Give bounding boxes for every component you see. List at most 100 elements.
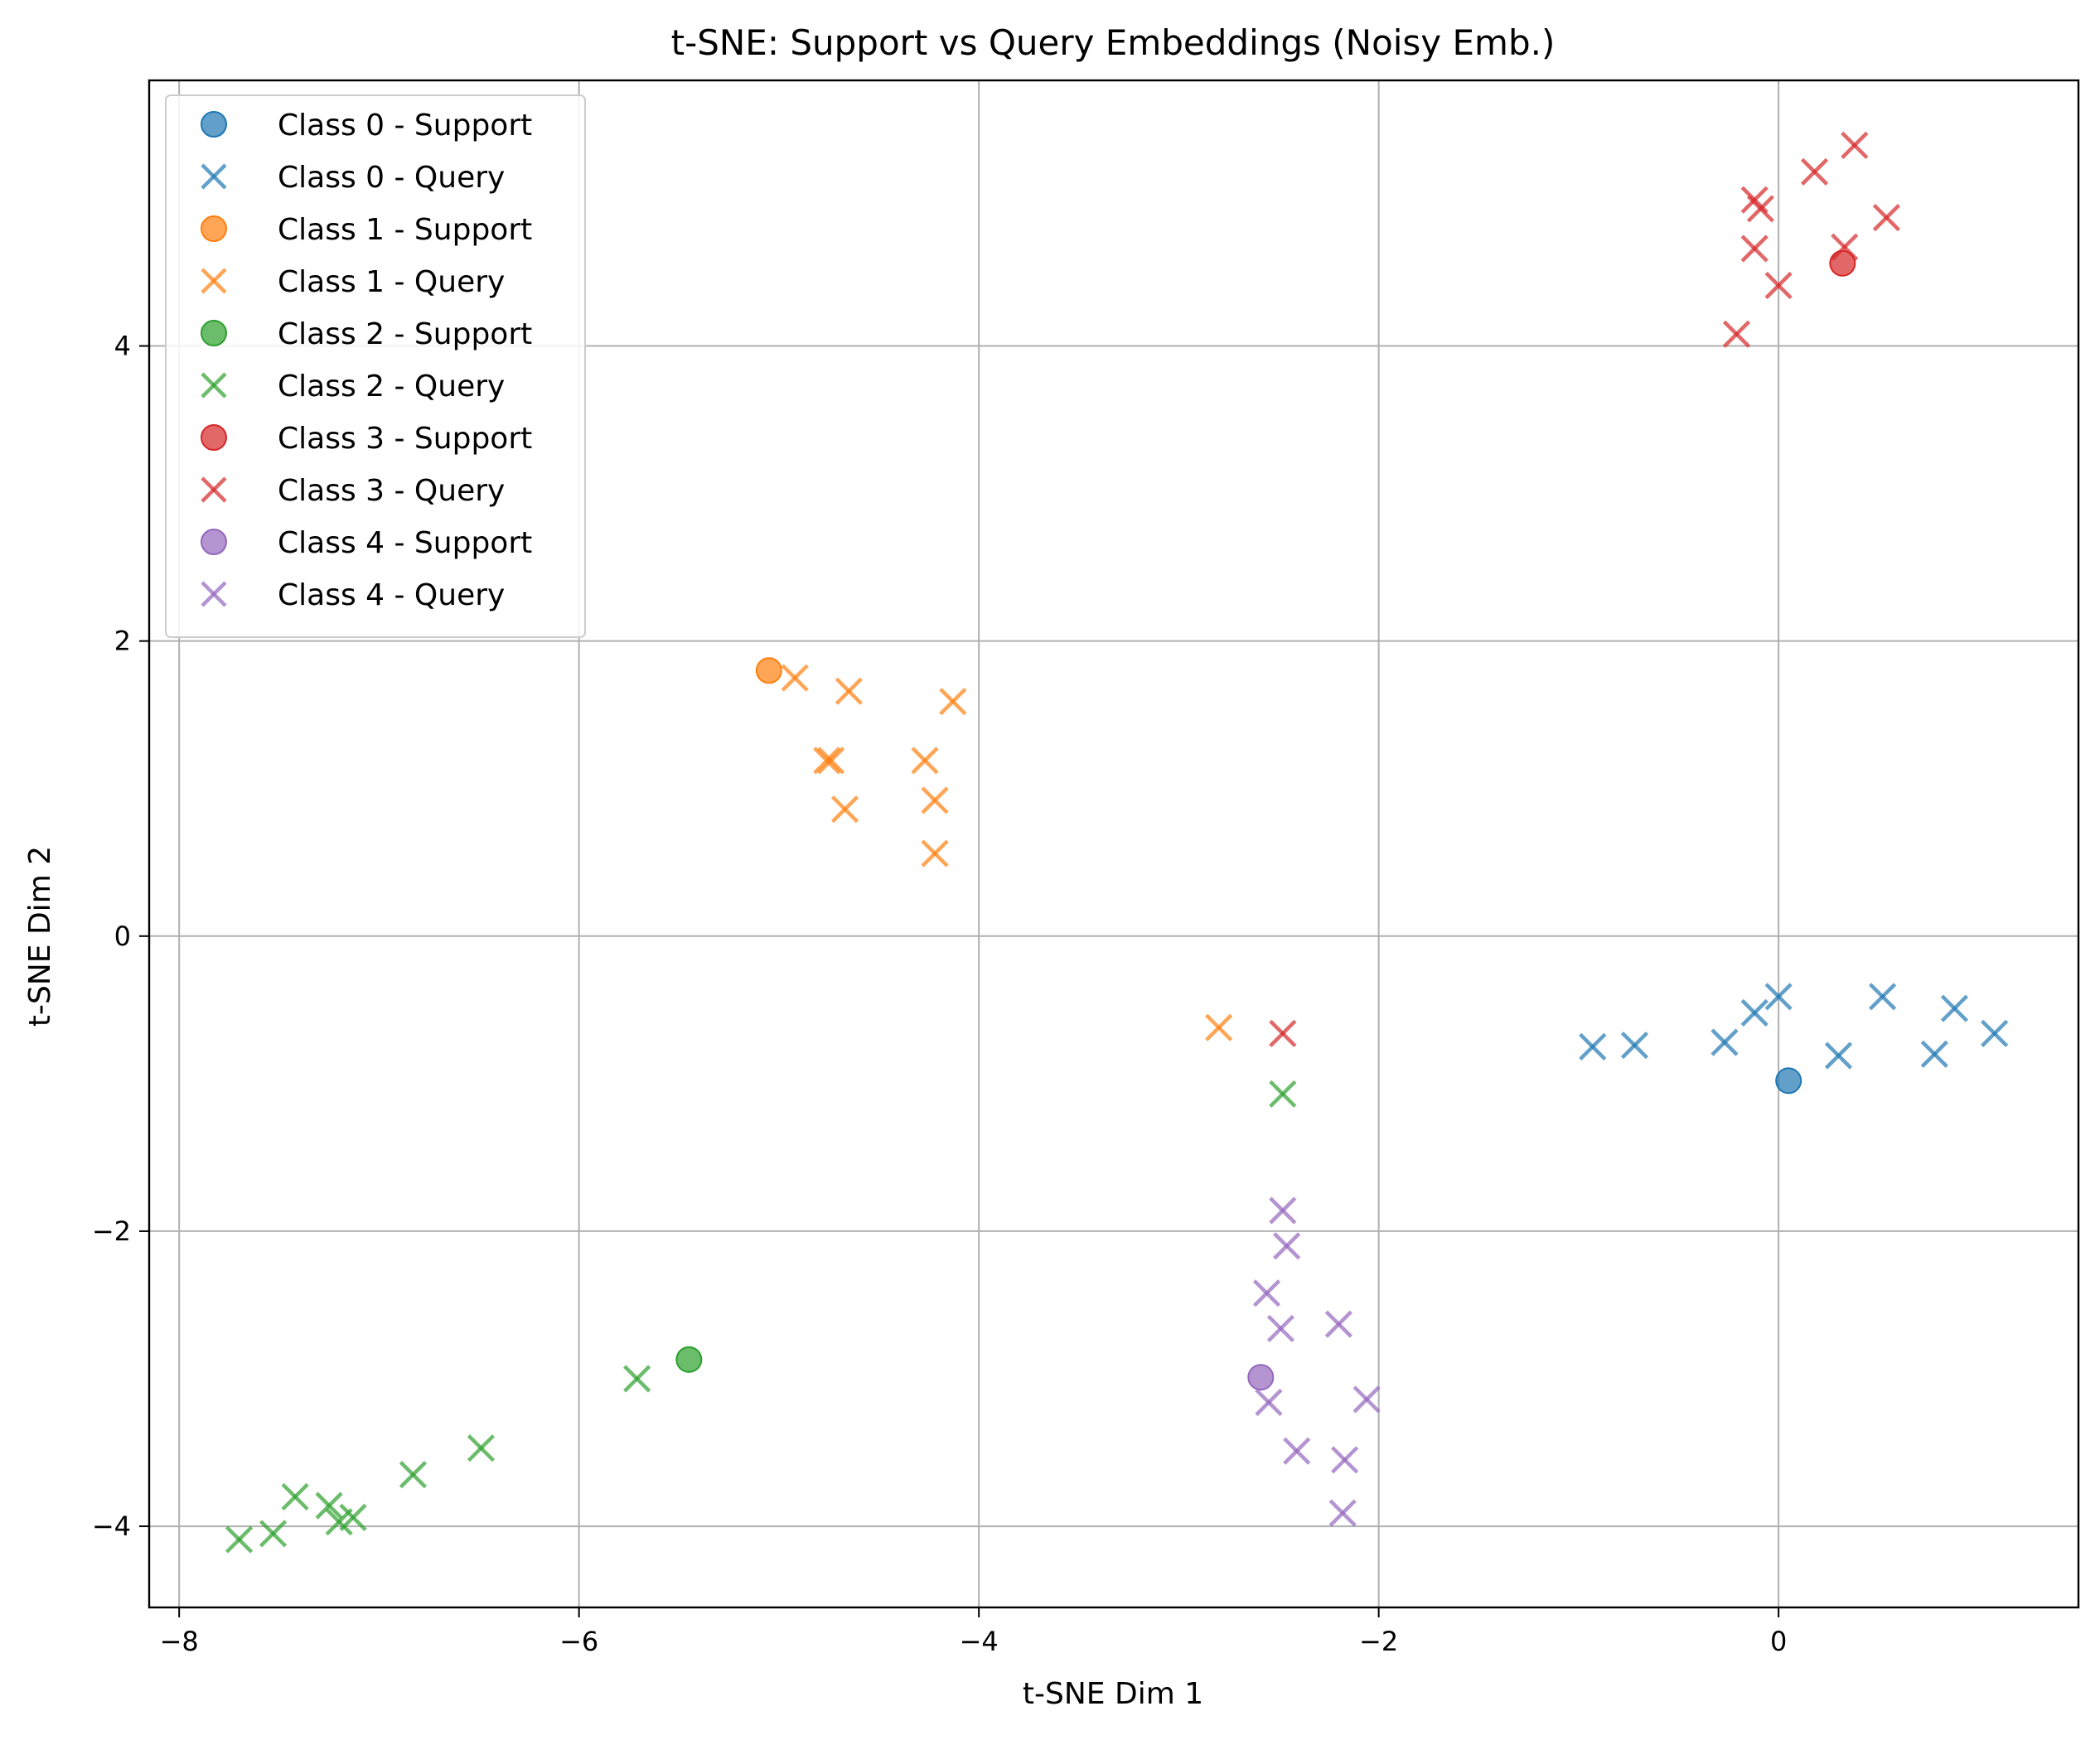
legend-marker [201, 529, 227, 555]
legend-label: Class 3 - Support [278, 422, 532, 456]
legend-marker [201, 372, 227, 399]
query-point [939, 688, 967, 716]
query-point [1746, 195, 1775, 223]
query-point [830, 795, 859, 824]
query-point [1266, 1314, 1295, 1343]
query-point [315, 1491, 343, 1520]
legend-box [165, 94, 586, 638]
legend-item: Class 0 - Support [201, 109, 532, 143]
series-7 [1269, 131, 1900, 1047]
query-point [325, 1508, 353, 1536]
legend-marker [201, 215, 227, 242]
axis-ticks: −8 −6 −4 −2 0 −4 −2 0 2 4 [92, 331, 1787, 1657]
x-tick-label: −2 [1359, 1626, 1398, 1657]
query-point [1841, 131, 1869, 159]
y-tick-label: −2 [92, 1216, 131, 1247]
query-point [1824, 1042, 1853, 1070]
legend-label: Class 2 - Query [278, 370, 505, 404]
y-tick-label: −4 [92, 1510, 131, 1542]
support-point [1247, 1364, 1275, 1391]
legend-label: Class 3 - Query [278, 474, 505, 508]
query-point [1283, 1437, 1311, 1465]
legend-label: Class 1 - Support [278, 213, 532, 247]
series-2 [755, 657, 782, 684]
query-point [1269, 1196, 1297, 1225]
query-point [1872, 204, 1900, 232]
legend-item: Class 2 - Support [201, 317, 532, 351]
legend-marker [201, 268, 227, 294]
legend: Class 0 - Support Class 0 - Query Class 1 … [165, 94, 586, 638]
grid-lines [149, 80, 2078, 1607]
query-point [1579, 1032, 1607, 1061]
query-point [1920, 1040, 1948, 1068]
x-tick-label: −4 [960, 1626, 999, 1657]
support-point [1775, 1067, 1802, 1095]
legend-label: Class 0 - Query [278, 161, 505, 195]
query-point [1352, 1385, 1381, 1414]
legend-marker [201, 320, 227, 346]
y-axis-label: t-SNE Dim 2 [23, 846, 57, 1027]
legend-marker [201, 476, 227, 503]
query-point [467, 1434, 496, 1462]
plot-frame [148, 79, 2080, 1609]
query-point [1800, 157, 1829, 186]
x-axis-label: t-SNE Dim 1 [1023, 1677, 1203, 1711]
query-point [1273, 1232, 1301, 1260]
legend-marker [201, 581, 227, 607]
query-point [1764, 983, 1793, 1011]
query-point [817, 747, 845, 775]
series-0 [1775, 1067, 1802, 1095]
series-1 [1579, 983, 2009, 1070]
legend-item: Class 3 - Query [201, 474, 505, 508]
legend-item: Class 1 - Support [201, 213, 532, 247]
legend-label: Class 4 - Support [278, 526, 532, 560]
query-point [259, 1520, 288, 1548]
series-3 [781, 664, 1233, 1042]
data-points [225, 131, 2009, 1554]
query-point [921, 786, 949, 814]
query-point [1740, 234, 1769, 263]
y-tick-label: 4 [114, 331, 131, 362]
legend-item: Class 1 - Query [201, 265, 505, 299]
legend-item: Class 3 - Support [201, 422, 532, 456]
query-point [623, 1365, 651, 1393]
legend-label: Class 1 - Query [278, 265, 505, 299]
query-point [1324, 1310, 1352, 1338]
legend-marker [201, 163, 227, 190]
query-point [1981, 1019, 2009, 1047]
x-tick-label: −6 [559, 1626, 598, 1657]
query-point [1328, 1499, 1357, 1527]
query-point [399, 1461, 428, 1489]
series-8 [1247, 1364, 1275, 1391]
y-tick-label: 0 [114, 921, 131, 952]
query-point [1620, 1031, 1649, 1060]
legend-item: Class 0 - Query [201, 161, 505, 195]
legend-item: Class 4 - Support [201, 526, 532, 560]
x-tick-label: −8 [160, 1626, 199, 1657]
query-point [281, 1482, 309, 1511]
series-9 [1252, 1196, 1381, 1527]
legend-label: Class 2 - Support [278, 317, 532, 351]
query-point [1269, 1080, 1297, 1108]
query-point [1722, 320, 1751, 348]
query-point [1940, 994, 1969, 1022]
query-point [1269, 1019, 1297, 1047]
query-point [225, 1525, 254, 1554]
series-5 [225, 1080, 1297, 1554]
legend-marker [201, 111, 227, 138]
legend-label: Class 4 - Query [278, 578, 505, 612]
query-point [1868, 983, 1897, 1011]
query-point [1331, 1446, 1359, 1474]
query-point [1710, 1028, 1739, 1056]
query-point [1764, 271, 1793, 300]
query-point [921, 839, 949, 868]
x-tick-label: 0 [1770, 1626, 1787, 1657]
query-point [1831, 233, 1859, 261]
query-point [1255, 1388, 1283, 1417]
query-point [911, 747, 939, 775]
y-tick-label: 2 [114, 626, 131, 657]
legend-item: Class 4 - Query [201, 578, 505, 612]
chart-title: t-SNE: Support vs Query Embeddings (Nois… [671, 22, 1556, 63]
support-point [675, 1346, 703, 1373]
